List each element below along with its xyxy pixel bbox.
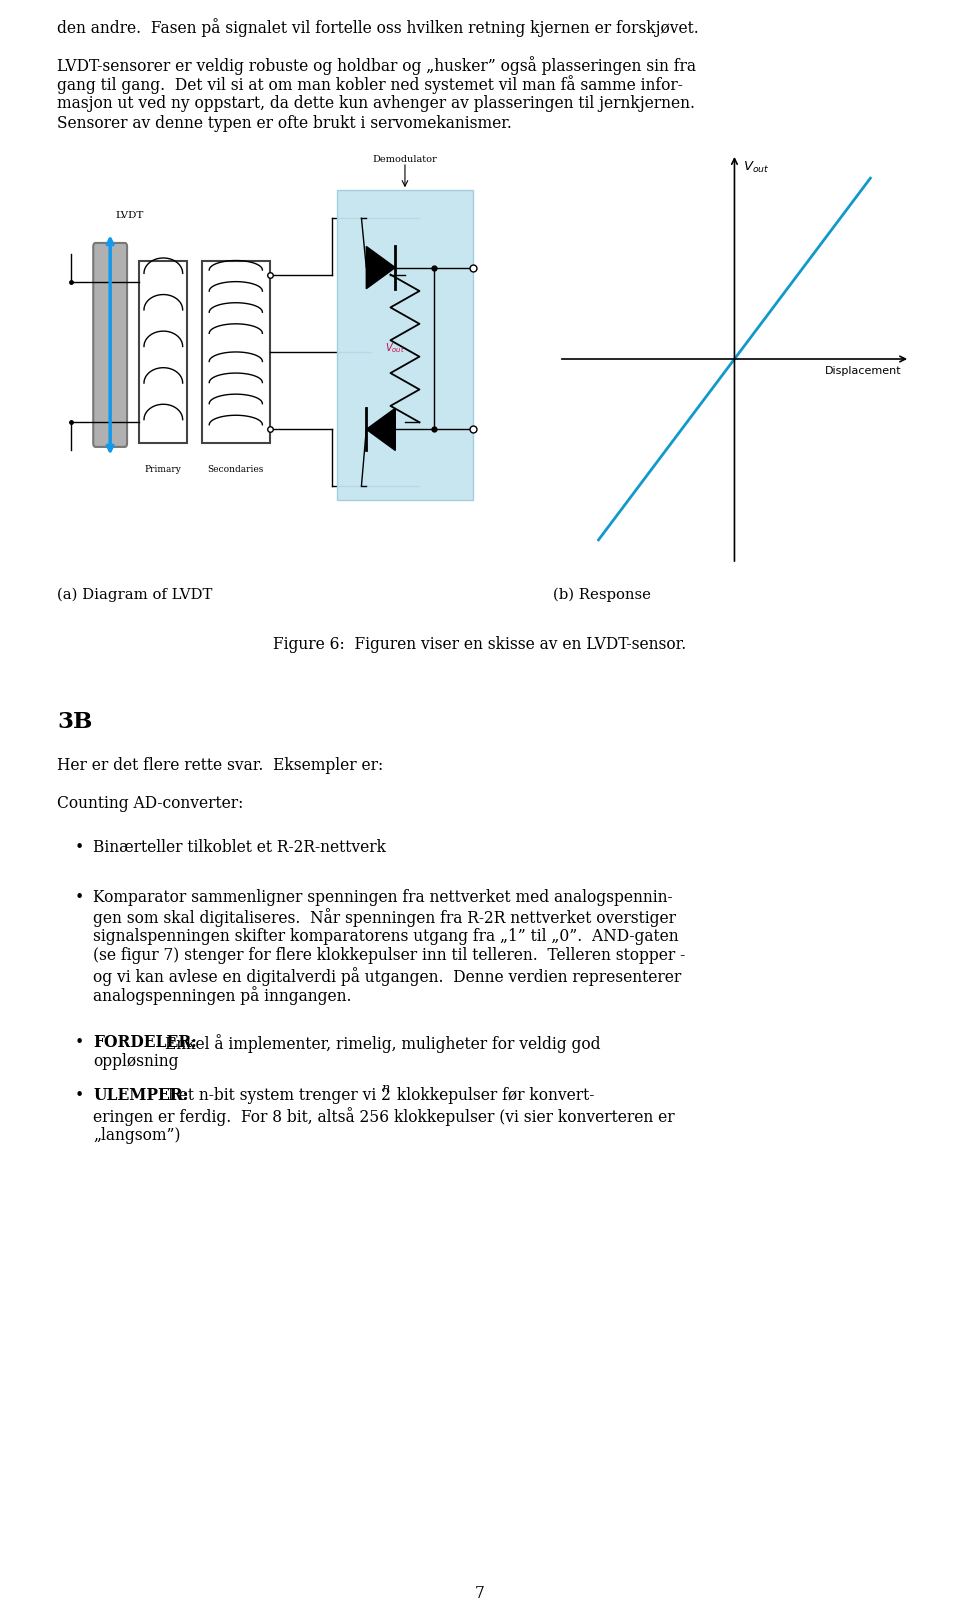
Text: klokkepulser før konvert-: klokkepulser før konvert- [392,1088,594,1104]
Text: gang til gang.  Det vil si at om man kobler ned systemet vil man få samme infor-: gang til gang. Det vil si at om man kobl… [57,75,683,95]
Text: analogspenningen på inngangen.: analogspenningen på inngangen. [93,987,351,1005]
Text: gen som skal digitaliseres.  Når spenningen fra R-2R nettverket overstiger: gen som skal digitaliseres. Når spenning… [93,908,676,928]
Text: •: • [75,1088,84,1104]
Text: den andre.  Fasen på signalet vil fortelle oss hvilken retning kjernen er forskj: den andre. Fasen på signalet vil fortell… [57,18,699,37]
Text: Binærteller tilkoblet et R-2R-nettverk: Binærteller tilkoblet et R-2R-nettverk [93,839,386,855]
Text: „langsom”): „langsom”) [93,1127,180,1143]
Text: LVDT-sensorer er veldig robuste og holdbar og „husker” også plasseringen sin fra: LVDT-sensorer er veldig robuste og holdb… [57,56,696,75]
Text: Figure 6:  Figuren viser en skisse av en LVDT-sensor.: Figure 6: Figuren viser en skisse av en … [274,636,686,653]
Text: •: • [75,889,84,905]
Text: n: n [381,1082,389,1096]
Text: og vi kan avlese en digitalverdi på utgangen.  Denne verdien representerer: og vi kan avlese en digitalverdi på utga… [93,966,682,985]
Text: oppløsning: oppløsning [93,1053,179,1071]
Text: •: • [75,1034,84,1051]
Text: •: • [75,839,84,855]
Text: masjon ut ved ny oppstart, da dette kun avhenger av plasseringen til jernkjernen: masjon ut ved ny oppstart, da dette kun … [57,95,695,112]
Text: 3B: 3B [57,711,92,733]
Text: Sensorer av denne typen er ofte brukt i servomekanismer.: Sensorer av denne typen er ofte brukt i … [57,114,512,132]
Text: (se figur 7) stenger for flere klokkepulser inn til telleren.  Telleren stopper : (se figur 7) stenger for flere klokkepul… [93,947,685,965]
Text: I et n-bit system trenger vi 2: I et n-bit system trenger vi 2 [163,1088,391,1104]
Text: (b) Response: (b) Response [553,587,651,602]
Text: eringen er ferdig.  For 8 bit, altså 256 klokkepulser (vi sier konverteren er: eringen er ferdig. For 8 bit, altså 256 … [93,1107,675,1125]
Text: 7: 7 [475,1586,485,1602]
Text: Counting AD-converter:: Counting AD-converter: [57,794,244,812]
Text: FORDELER:: FORDELER: [93,1034,197,1051]
Text: Komparator sammenligner spenningen fra nettverket med analogspennin-: Komparator sammenligner spenningen fra n… [93,889,673,905]
Text: Her er det flere rette svar.  Eksempler er:: Her er det flere rette svar. Eksempler e… [57,758,383,774]
Text: Enkel å implementer, rimelig, muligheter for veldig god: Enkel å implementer, rimelig, muligheter… [165,1034,601,1053]
Text: ULEMPER:: ULEMPER: [93,1088,188,1104]
Text: signalspenningen skifter komparatorens utgang fra „1” til „0”.  AND-gaten: signalspenningen skifter komparatorens u… [93,928,679,945]
Text: (a) Diagram of LVDT: (a) Diagram of LVDT [57,587,212,602]
